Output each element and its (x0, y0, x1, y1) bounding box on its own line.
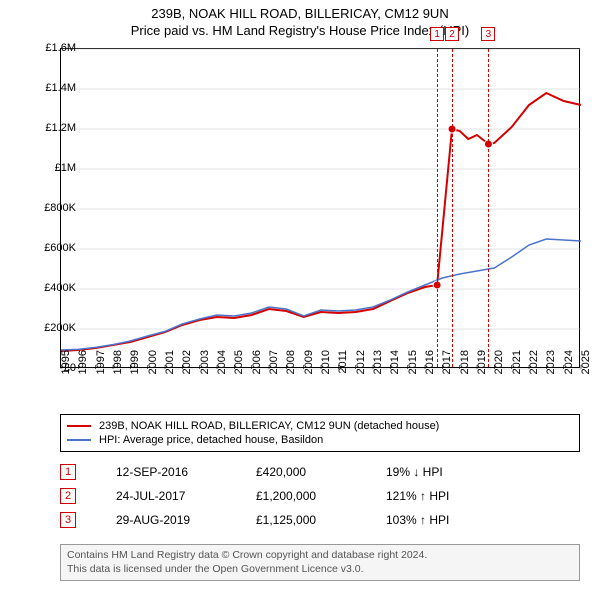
chart-subtitle: Price paid vs. HM Land Registry's House … (0, 21, 600, 38)
event-price: £1,200,000 (256, 489, 346, 503)
event-price: £1,125,000 (256, 513, 346, 527)
x-axis-label: 1999 (129, 350, 141, 390)
legend-row: HPI: Average price, detached house, Basi… (67, 433, 573, 447)
y-axis-label: £1.4M (26, 82, 76, 94)
x-axis-label: 2024 (563, 350, 575, 390)
chart-plot-area: 123 (60, 48, 580, 368)
y-axis-label: £1.6M (26, 42, 76, 54)
x-axis-label: 2009 (303, 350, 315, 390)
x-axis-label: 2011 (337, 350, 349, 390)
event-date: 24-JUL-2017 (116, 489, 216, 503)
x-axis-label: 2017 (441, 350, 453, 390)
event-marker-3: 3 (481, 27, 495, 41)
event-delta: 103% ↑ HPI (386, 513, 486, 527)
x-axis-label: 1995 (60, 350, 72, 390)
credits-box: Contains HM Land Registry data © Crown c… (60, 544, 580, 581)
event-marker-1: 1 (430, 27, 444, 41)
x-axis-label: 2022 (528, 350, 540, 390)
x-axis-label: 1996 (77, 350, 89, 390)
event-marker-icon: 1 (60, 464, 76, 480)
x-axis-label: 2006 (251, 350, 263, 390)
legend-label: HPI: Average price, detached house, Basi… (99, 434, 323, 446)
credits-line-2: This data is licensed under the Open Gov… (67, 563, 573, 577)
legend-label: 239B, NOAK HILL ROAD, BILLERICAY, CM12 9… (99, 420, 439, 432)
chart-title: 239B, NOAK HILL ROAD, BILLERICAY, CM12 9… (0, 0, 600, 21)
event-vline (437, 49, 438, 367)
y-axis-label: £800K (26, 202, 76, 214)
event-row: 1 12-SEP-2016 £420,000 19% ↓ HPI (60, 460, 580, 484)
x-axis-label: 2014 (389, 350, 401, 390)
x-axis-label: 2008 (285, 350, 297, 390)
event-date: 29-AUG-2019 (116, 513, 216, 527)
event-marker-2: 2 (445, 27, 459, 41)
x-axis-label: 2025 (580, 350, 592, 390)
y-axis-label: £1M (26, 162, 76, 174)
legend-swatch (67, 439, 91, 441)
event-delta: 121% ↑ HPI (386, 489, 486, 503)
y-axis-label: £600K (26, 242, 76, 254)
x-axis-label: 2021 (511, 350, 523, 390)
x-axis-label: 2000 (147, 350, 159, 390)
x-axis-label: 1998 (112, 350, 124, 390)
x-axis-label: 2013 (372, 350, 384, 390)
x-axis-label: 2019 (476, 350, 488, 390)
legend-row: 239B, NOAK HILL ROAD, BILLERICAY, CM12 9… (67, 419, 573, 433)
x-axis-label: 2016 (424, 350, 436, 390)
x-axis-label: 2003 (199, 350, 211, 390)
credits-line-1: Contains HM Land Registry data © Crown c… (67, 549, 573, 563)
event-vline (488, 49, 489, 367)
chart-container: 239B, NOAK HILL ROAD, BILLERICAY, CM12 9… (0, 0, 600, 590)
x-axis-label: 2020 (493, 350, 505, 390)
event-date: 12-SEP-2016 (116, 465, 216, 479)
x-axis-label: 1997 (95, 350, 107, 390)
y-axis-label: £400K (26, 282, 76, 294)
x-axis-label: 2015 (407, 350, 419, 390)
x-axis-label: 2018 (459, 350, 471, 390)
x-axis-label: 2007 (268, 350, 280, 390)
event-marker-icon: 3 (60, 512, 76, 528)
chart-svg (61, 49, 579, 367)
legend-swatch (67, 425, 91, 427)
x-axis-label: 2012 (355, 350, 367, 390)
x-axis-label: 2001 (164, 350, 176, 390)
event-row: 3 29-AUG-2019 £1,125,000 103% ↑ HPI (60, 508, 580, 532)
y-axis-label: £200K (26, 322, 76, 334)
event-price: £420,000 (256, 465, 346, 479)
events-table: 1 12-SEP-2016 £420,000 19% ↓ HPI 2 24-JUL-201… (60, 460, 580, 532)
x-axis-label: 2004 (216, 350, 228, 390)
event-marker-icon: 2 (60, 488, 76, 504)
y-axis-label: £1.2M (26, 122, 76, 134)
x-axis-label: 2002 (181, 350, 193, 390)
legend-box: 239B, NOAK HILL ROAD, BILLERICAY, CM12 9… (60, 414, 580, 452)
event-row: 2 24-JUL-2017 £1,200,000 121% ↑ HPI (60, 484, 580, 508)
event-vline (452, 49, 453, 367)
event-delta: 19% ↓ HPI (386, 465, 486, 479)
x-axis-label: 2005 (233, 350, 245, 390)
x-axis-label: 2023 (545, 350, 557, 390)
x-axis-label: 2010 (320, 350, 332, 390)
